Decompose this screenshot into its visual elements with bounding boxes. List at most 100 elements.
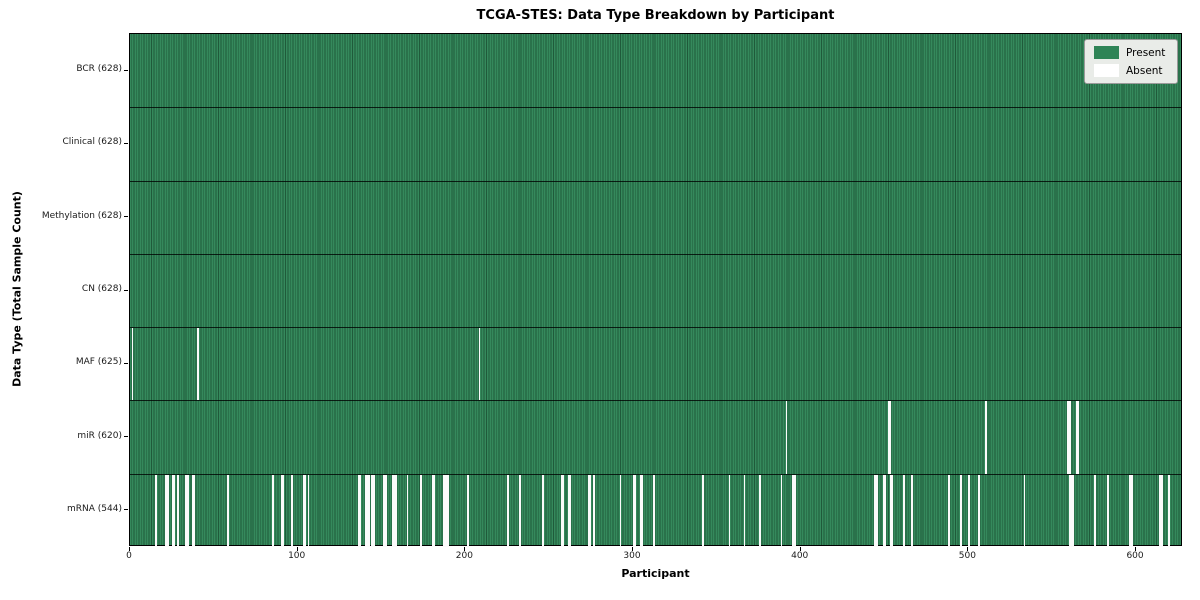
absent-mark: [884, 474, 887, 547]
absent-mark: [272, 474, 275, 547]
heatmap-row-methylation: [130, 180, 1181, 254]
y-tick-mark: [124, 436, 128, 438]
y-tick-label-clinical: Clinical (628): [62, 137, 122, 148]
absent-mark: [542, 474, 545, 547]
absent-mark: [445, 474, 447, 547]
absent-mark: [1167, 474, 1170, 547]
absent-mark: [131, 328, 134, 401]
absent-mark: [632, 474, 635, 547]
absent-mark: [193, 474, 196, 547]
absent-mark: [874, 474, 877, 547]
x-tick-label-100: 100: [288, 551, 306, 561]
x-tick-label-400: 400: [791, 551, 809, 561]
y-tick-mark: [124, 69, 128, 71]
x-tick-label-300: 300: [623, 551, 641, 561]
absent-mark: [433, 474, 436, 547]
absent-mark: [562, 474, 565, 547]
absent-mark: [478, 328, 481, 401]
absent-mark: [567, 474, 570, 547]
absent-mark: [902, 474, 905, 547]
absent-mark: [1130, 474, 1133, 547]
legend-swatch-icon: [1094, 46, 1119, 59]
absent-mark: [171, 474, 174, 547]
x-tick-mark: [464, 547, 466, 551]
absent-mark: [280, 474, 283, 547]
absent-mark: [1075, 401, 1078, 474]
x-tick-mark: [967, 547, 969, 551]
y-tick-label-bcr: BCR (628): [76, 64, 122, 75]
y-tick-label-cn: CN (628): [81, 284, 122, 294]
absent-mark: [393, 474, 395, 547]
absent-mark: [373, 474, 375, 547]
absent-mark: [1107, 474, 1110, 547]
absent-mark: [1159, 474, 1162, 547]
absent-mark: [887, 401, 890, 474]
absent-mark: [634, 474, 637, 547]
heatmap-row-mir: [130, 400, 1181, 474]
plot-area: [129, 33, 1182, 547]
absent-mark: [728, 474, 731, 547]
absent-mark: [307, 474, 310, 547]
absent-mark: [968, 474, 971, 547]
absent-mark: [589, 474, 592, 547]
y-tick-mark: [124, 509, 128, 511]
absent-mark: [641, 474, 644, 547]
x-tick-mark: [632, 547, 634, 551]
chart-title: TCGA-STES: Data Type Breakdown by Partic…: [476, 8, 835, 23]
absent-mark: [446, 474, 449, 547]
heatmap-row-mrna: [130, 473, 1181, 547]
absent-mark: [889, 401, 892, 474]
legend: Present Absent: [1084, 39, 1179, 84]
absent-mark: [876, 474, 878, 547]
y-tick-mark: [124, 289, 128, 291]
absent-mark: [155, 474, 157, 547]
absent-mark: [785, 401, 788, 474]
y-tick-label-mir: miR (620): [77, 430, 122, 441]
absent-mark: [891, 474, 893, 547]
absent-mark: [197, 328, 199, 401]
absent-mark: [1068, 474, 1071, 547]
absent-mark: [185, 474, 188, 547]
absent-mark: [227, 474, 229, 547]
absent-mark: [166, 474, 169, 547]
absent-mark: [176, 474, 179, 547]
absent-mark: [186, 474, 189, 547]
y-tick-mark: [124, 362, 128, 364]
heatmap-row-cn: [130, 253, 1181, 327]
y-tick-mark: [124, 142, 128, 144]
absent-mark: [1072, 474, 1075, 547]
absent-mark: [304, 474, 307, 547]
absent-mark: [357, 474, 360, 547]
legend-entry-absent: Absent: [1094, 64, 1165, 77]
absent-mark: [1077, 401, 1080, 474]
absent-mark: [653, 474, 655, 547]
absent-mark: [420, 474, 422, 547]
y-tick-mark: [124, 216, 128, 218]
x-tick-mark: [296, 547, 298, 551]
absent-mark: [364, 474, 367, 547]
absent-mark: [793, 474, 796, 547]
absent-mark: [290, 474, 293, 547]
x-axis-title: Participant: [621, 567, 690, 580]
absent-mark: [1070, 474, 1073, 547]
absent-mark: [1023, 474, 1026, 547]
absent-mark: [639, 474, 642, 547]
x-tick-label-500: 500: [958, 551, 976, 561]
absent-mark: [302, 474, 305, 547]
absent-mark: [394, 474, 397, 547]
y-tick-label-maf: MAF (625): [75, 357, 122, 368]
absent-mark: [518, 474, 521, 547]
absent-mark: [911, 474, 914, 547]
absent-mark: [368, 474, 370, 547]
absent-mark: [1161, 474, 1163, 547]
absent-mark: [569, 474, 572, 547]
y-tick-label-methylation: Methylation (628): [41, 210, 122, 221]
x-tick-label-200: 200: [455, 551, 473, 561]
heatmap-row-clinical: [130, 107, 1181, 180]
legend-entry-present: Present: [1094, 46, 1165, 59]
legend-label: Absent: [1126, 64, 1163, 77]
absent-mark: [882, 474, 885, 547]
x-tick-mark: [129, 547, 130, 551]
y-tick-label-mrna: mRNA (544): [67, 503, 122, 514]
